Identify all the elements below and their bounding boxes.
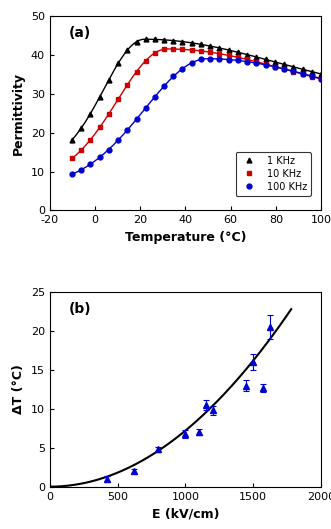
100 KHz [135,116,139,122]
100 KHz [153,93,157,99]
10 KHz [88,137,92,143]
100 KHz [217,56,221,62]
10 KHz [309,74,313,80]
1 KHz [199,41,203,48]
10 KHz [227,52,231,59]
100 KHz [144,105,148,111]
10 KHz [162,46,166,52]
100 KHz [107,147,111,153]
Legend: 1 KHz, 10 KHz, 100 KHz: 1 KHz, 10 KHz, 100 KHz [236,152,311,196]
1 KHz [309,68,313,75]
100 KHz [319,76,323,82]
100 KHz [264,62,268,68]
1 KHz [209,43,213,49]
100 KHz [309,73,313,79]
10 KHz [135,68,139,75]
1 KHz [116,60,120,67]
1 KHz [135,39,139,45]
100 KHz [199,56,203,62]
1 KHz [245,51,249,58]
1 KHz [70,136,74,143]
100 KHz [79,167,83,173]
100 KHz [282,66,286,72]
10 KHz [301,71,305,77]
Y-axis label: ΔT (°C): ΔT (°C) [12,364,25,414]
100 KHz [236,57,240,63]
10 KHz [217,50,221,57]
1 KHz [171,38,175,44]
10 KHz [245,56,249,62]
100 KHz [273,63,277,70]
1 KHz [301,66,305,72]
10 KHz [171,46,175,52]
X-axis label: Temperature (°C): Temperature (°C) [124,231,246,244]
10 KHz [70,155,74,161]
X-axis label: E (kV/cm): E (kV/cm) [152,507,219,520]
1 KHz [180,39,184,45]
10 KHz [282,66,286,72]
Line: 100 KHz: 100 KHz [70,56,323,177]
100 KHz [88,161,92,168]
100 KHz [116,137,120,143]
1 KHz [88,111,92,117]
1 KHz [79,125,83,131]
10 KHz [79,147,83,153]
100 KHz [125,127,129,133]
1 KHz [162,37,166,43]
10 KHz [107,111,111,117]
1 KHz [291,63,295,70]
10 KHz [199,48,203,54]
10 KHz [144,58,148,64]
10 KHz [273,63,277,70]
10 KHz [319,76,323,83]
100 KHz [291,68,295,75]
Text: (b): (b) [69,302,91,316]
1 KHz [107,77,111,83]
1 KHz [125,47,129,53]
1 KHz [273,59,277,65]
1 KHz [227,47,231,53]
100 KHz [171,73,175,79]
1 KHz [217,45,221,51]
10 KHz [116,96,120,103]
10 KHz [209,49,213,56]
1 KHz [319,71,323,77]
10 KHz [236,54,240,60]
100 KHz [98,154,102,160]
1 KHz [190,40,194,46]
100 KHz [180,66,184,72]
100 KHz [162,83,166,89]
10 KHz [254,59,258,65]
Line: 1 KHz: 1 KHz [70,37,323,142]
10 KHz [190,47,194,53]
Line: 10 KHz: 10 KHz [70,47,323,161]
1 KHz [144,36,148,42]
100 KHz [254,60,258,66]
1 KHz [98,94,102,100]
1 KHz [236,49,240,56]
1 KHz [264,56,268,62]
10 KHz [264,61,268,67]
1 KHz [282,61,286,68]
10 KHz [291,68,295,75]
Y-axis label: Permittivity: Permittivity [12,71,25,154]
100 KHz [209,56,213,62]
10 KHz [98,124,102,131]
1 KHz [254,54,258,60]
100 KHz [227,57,231,63]
10 KHz [153,50,157,56]
Text: (a): (a) [69,25,91,40]
10 KHz [180,46,184,52]
10 KHz [125,82,129,88]
100 KHz [301,70,305,77]
100 KHz [70,171,74,177]
100 KHz [190,60,194,66]
100 KHz [245,59,249,65]
1 KHz [153,36,157,42]
